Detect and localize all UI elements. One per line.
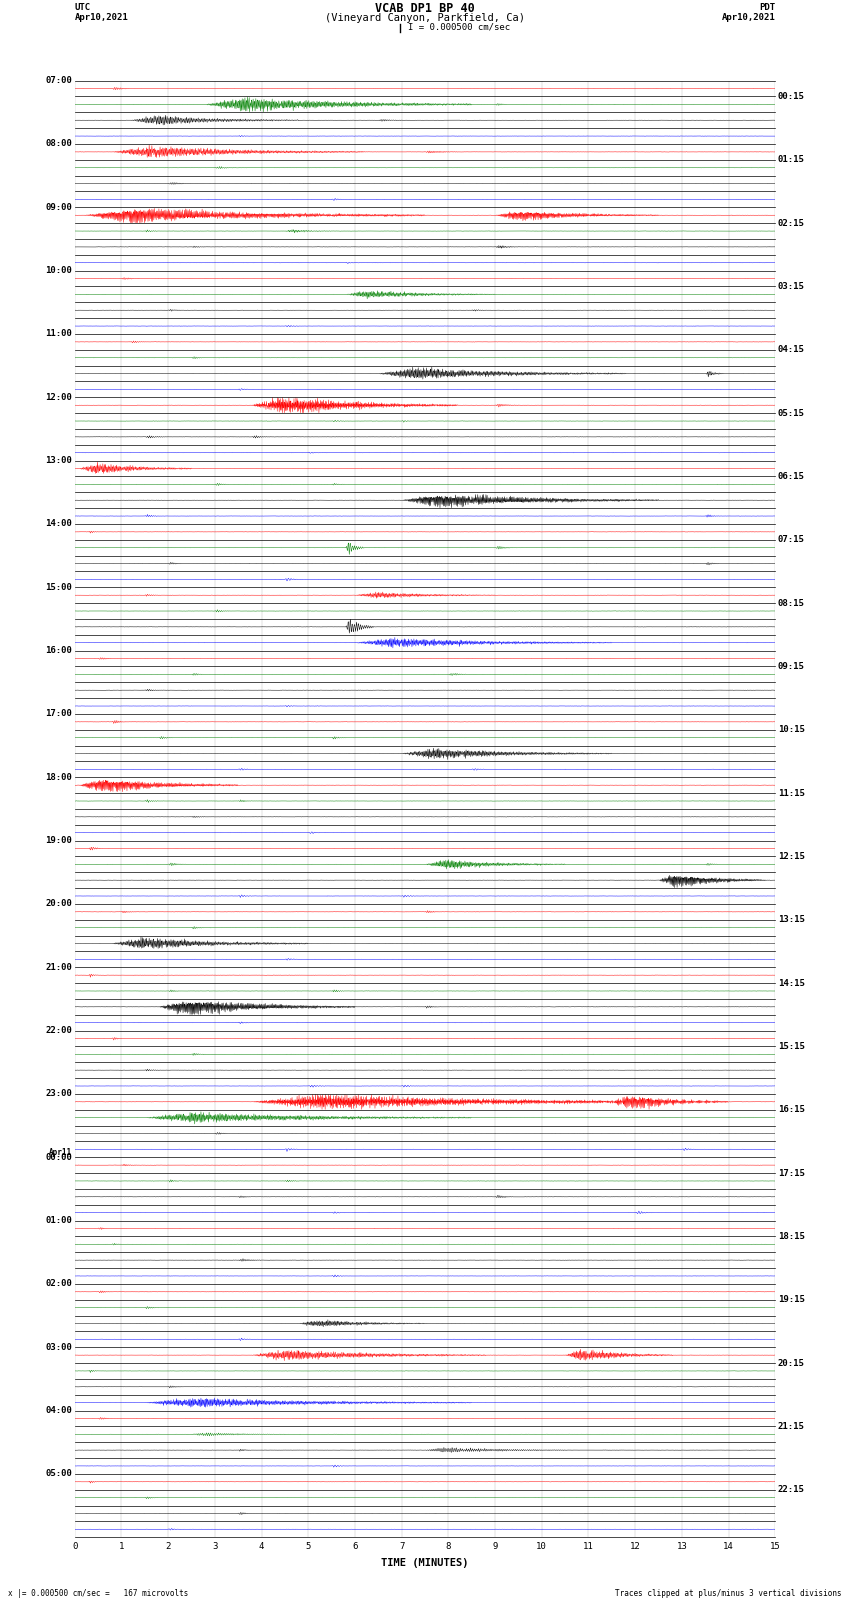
Text: 05:15: 05:15 (778, 408, 805, 418)
Text: 2: 2 (166, 1542, 171, 1552)
Text: 09:00: 09:00 (45, 203, 72, 211)
Text: 13: 13 (677, 1542, 687, 1552)
Text: 01:15: 01:15 (778, 155, 805, 165)
Text: I = 0.000500 cm/sec: I = 0.000500 cm/sec (408, 23, 510, 32)
Text: 04:00: 04:00 (45, 1407, 72, 1415)
Text: 0: 0 (72, 1542, 77, 1552)
Text: 17:00: 17:00 (45, 710, 72, 718)
Text: 06:15: 06:15 (778, 473, 805, 481)
Text: 05:00: 05:00 (45, 1469, 72, 1479)
Text: 9: 9 (492, 1542, 498, 1552)
Text: 4: 4 (259, 1542, 264, 1552)
Text: 03:00: 03:00 (45, 1342, 72, 1352)
Text: UTC: UTC (75, 3, 91, 13)
Text: 00:15: 00:15 (778, 92, 805, 102)
Text: 21:00: 21:00 (45, 963, 72, 971)
Text: 19:00: 19:00 (45, 836, 72, 845)
Text: Apr10,2021: Apr10,2021 (722, 13, 775, 23)
Text: 6: 6 (352, 1542, 358, 1552)
Text: 15:00: 15:00 (45, 582, 72, 592)
Text: 07:00: 07:00 (45, 76, 72, 85)
Text: 02:00: 02:00 (45, 1279, 72, 1289)
Text: 14:15: 14:15 (778, 979, 805, 987)
Text: 08:00: 08:00 (45, 139, 72, 148)
Text: 7: 7 (399, 1542, 405, 1552)
Text: 16:00: 16:00 (45, 647, 72, 655)
Text: x |= 0.000500 cm/sec =   167 microvolts: x |= 0.000500 cm/sec = 167 microvolts (8, 1589, 189, 1598)
Text: 12: 12 (630, 1542, 641, 1552)
Text: 13:00: 13:00 (45, 456, 72, 465)
Text: 22:15: 22:15 (778, 1486, 805, 1494)
Text: 21:15: 21:15 (778, 1423, 805, 1431)
Text: 15:15: 15:15 (778, 1042, 805, 1052)
Text: 07:15: 07:15 (778, 536, 805, 544)
Text: 10:15: 10:15 (778, 726, 805, 734)
Text: 13:15: 13:15 (778, 915, 805, 924)
Text: 11:00: 11:00 (45, 329, 72, 339)
Text: 18:00: 18:00 (45, 773, 72, 782)
Text: 03:15: 03:15 (778, 282, 805, 290)
Text: 10:00: 10:00 (45, 266, 72, 276)
Text: 1: 1 (119, 1542, 124, 1552)
Text: 3: 3 (212, 1542, 218, 1552)
Text: 11:15: 11:15 (778, 789, 805, 797)
Text: 08:15: 08:15 (778, 598, 805, 608)
Text: TIME (MINUTES): TIME (MINUTES) (382, 1558, 468, 1568)
Text: 02:15: 02:15 (778, 219, 805, 227)
Text: 20:00: 20:00 (45, 900, 72, 908)
Text: 09:15: 09:15 (778, 661, 805, 671)
Text: 14: 14 (723, 1542, 734, 1552)
Text: Traces clipped at plus/minus 3 vertical divisions: Traces clipped at plus/minus 3 vertical … (615, 1589, 842, 1598)
Text: 14:00: 14:00 (45, 519, 72, 529)
Text: (Vineyard Canyon, Parkfield, Ca): (Vineyard Canyon, Parkfield, Ca) (325, 13, 525, 23)
Text: 12:15: 12:15 (778, 852, 805, 861)
Text: 19:15: 19:15 (778, 1295, 805, 1305)
Text: 18:15: 18:15 (778, 1232, 805, 1240)
Text: 20:15: 20:15 (778, 1358, 805, 1368)
Text: 12:00: 12:00 (45, 394, 72, 402)
Text: 04:15: 04:15 (778, 345, 805, 355)
Text: 16:15: 16:15 (778, 1105, 805, 1115)
Text: 23:00: 23:00 (45, 1089, 72, 1098)
Text: 11: 11 (583, 1542, 594, 1552)
Text: 5: 5 (306, 1542, 311, 1552)
Text: 01:00: 01:00 (45, 1216, 72, 1224)
Text: Apr11: Apr11 (49, 1148, 72, 1157)
Text: Apr10,2021: Apr10,2021 (75, 13, 128, 23)
Text: 22:00: 22:00 (45, 1026, 72, 1036)
Text: 17:15: 17:15 (778, 1168, 805, 1177)
Text: 15: 15 (770, 1542, 780, 1552)
Text: 00:00: 00:00 (45, 1153, 72, 1161)
Text: PDT: PDT (759, 3, 775, 13)
Text: VCAB DP1 BP 40: VCAB DP1 BP 40 (375, 3, 475, 16)
Text: 8: 8 (445, 1542, 451, 1552)
Text: 10: 10 (536, 1542, 547, 1552)
